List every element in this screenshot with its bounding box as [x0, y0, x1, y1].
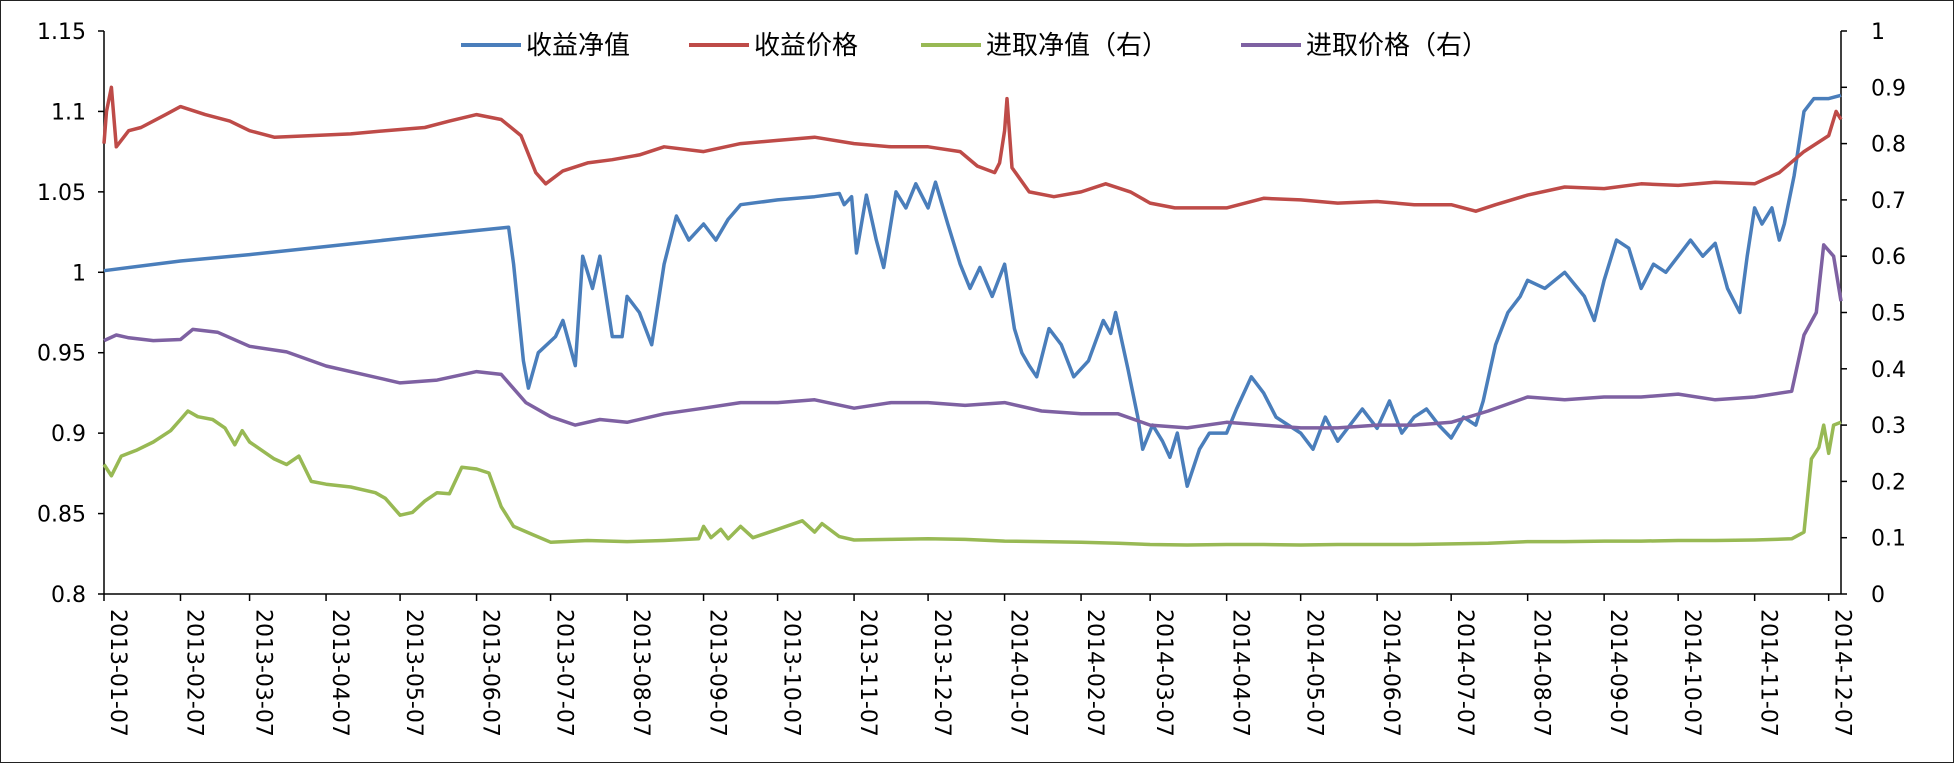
- x-axis: 2013-01-07 2013-02-07 2013-03-07 2013-04-07…: [103, 594, 1855, 737]
- series-line-0: [103, 93, 1842, 488]
- legend-label-0: 收益净值: [526, 31, 630, 61]
- y-right-tick-label: 0.5: [1871, 302, 1906, 327]
- x-tick-label: 2013-06-07: [478, 609, 503, 737]
- x-tick-label: 2013-02-07: [181, 609, 206, 737]
- y-right-tick-label: 0.2: [1871, 470, 1906, 495]
- x-tick-label: 2013-01-07: [105, 609, 130, 737]
- y-right-tick-label: 0.9: [1871, 76, 1906, 101]
- y-right-tick-label: 0.7: [1871, 189, 1906, 214]
- x-tick-label: 2013-03-07: [251, 609, 276, 737]
- x-tick-label: 2014-04-07: [1228, 609, 1253, 737]
- series-line-2: [102, 409, 1842, 547]
- y-right-tick-label: 1: [1871, 20, 1885, 45]
- y-left-tick-label: 0.95: [37, 342, 86, 367]
- x-tick-label: 2014-08-07: [1529, 609, 1554, 737]
- legend-label-2: 进取净值（右）: [986, 31, 1168, 61]
- y-left-tick-label: 0.8: [51, 583, 86, 608]
- y-right-tick-label: 0: [1871, 583, 1885, 608]
- x-tick-label: 2014-12-07: [1830, 609, 1855, 737]
- y-left-tick-label: 0.85: [37, 503, 86, 528]
- x-tick-label: 2014-05-07: [1302, 609, 1327, 737]
- x-tick-label: 2014-11-07: [1756, 609, 1781, 737]
- x-tick-label: 2014-10-07: [1679, 609, 1704, 737]
- y-right-tick-label: 0.8: [1871, 133, 1906, 158]
- legend-label-1: 收益价格: [754, 31, 858, 61]
- y-right-tick-label: 0.3: [1871, 414, 1906, 439]
- x-tick-label: 2014-03-07: [1151, 609, 1176, 737]
- y-left-tick-label: 1.1: [51, 100, 86, 125]
- x-tick-label: 2013-09-07: [705, 609, 730, 737]
- x-tick-label: 2013-08-07: [628, 609, 653, 737]
- x-tick-label: 2014-09-07: [1605, 609, 1630, 737]
- plot-border: [103, 31, 1842, 595]
- y-left-tick-label: 1: [72, 261, 86, 286]
- y-axis-right: 0 0.1 0.2 0.3 0.4 0.5 0.6 0.7 0.8 0.9 1: [1841, 20, 1906, 608]
- x-tick-label: 2013-04-07: [327, 609, 352, 737]
- x-tick-label: 2013-11-07: [855, 609, 880, 737]
- x-tick-label: 2014-01-07: [1006, 609, 1031, 737]
- legend-label-3: 进取价格（右）: [1306, 31, 1488, 61]
- x-tick-label: 2014-02-07: [1082, 609, 1107, 737]
- x-tick-label: 2013-10-07: [779, 609, 804, 737]
- y-left-tick-label: 0.9: [51, 422, 86, 447]
- series-line-1: [102, 85, 1843, 213]
- series-line-3: [103, 243, 1843, 430]
- y-right-tick-label: 0.6: [1871, 245, 1906, 270]
- y-left-tick-label: 1.05: [37, 181, 86, 206]
- series-layer: [102, 85, 1843, 547]
- y-axis-left: 0.8 0.85 0.9 0.95 1 1.05 1.1 1.15: [37, 20, 104, 608]
- x-tick-label: 2013-05-07: [401, 609, 426, 737]
- y-left-tick-label: 1.15: [37, 20, 86, 45]
- legend: 收益净值 收益价格 进取净值（右） 进取价格（右）: [461, 31, 1488, 61]
- x-tick-label: 2014-07-07: [1452, 609, 1477, 737]
- y-right-tick-label: 0.1: [1871, 527, 1906, 552]
- x-tick-label: 2013-12-07: [929, 609, 954, 737]
- y-right-tick-label: 0.4: [1871, 358, 1906, 383]
- x-tick-label: 2013-07-07: [552, 609, 577, 737]
- x-tick-label: 2014-06-07: [1378, 609, 1403, 737]
